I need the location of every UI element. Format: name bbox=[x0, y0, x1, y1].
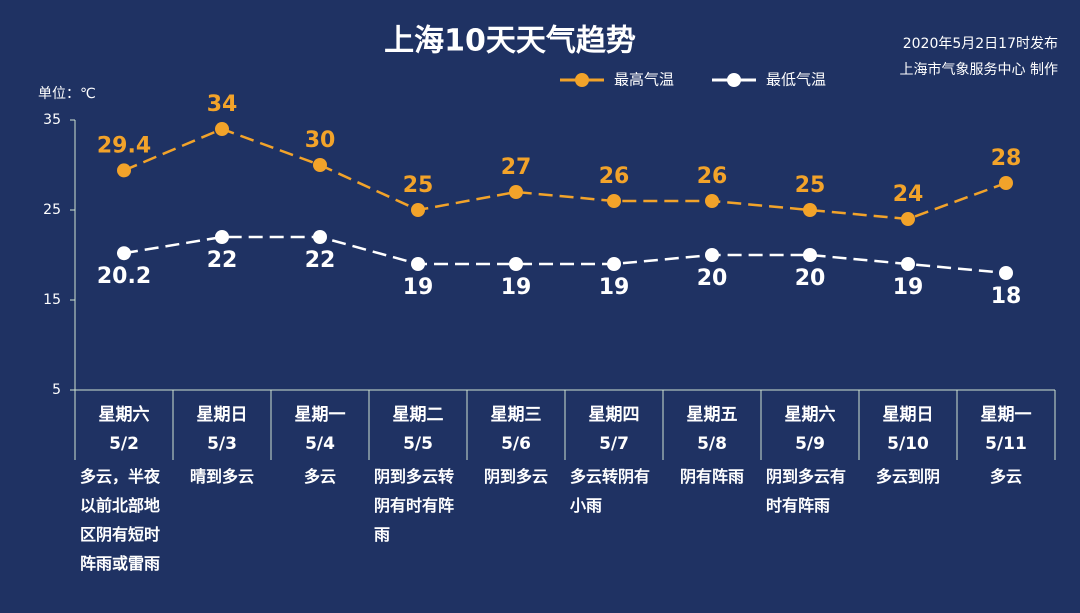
point bbox=[117, 163, 131, 178]
point bbox=[313, 158, 327, 172]
data-label: 34 bbox=[207, 92, 238, 117]
weekday-label: 星期一 bbox=[295, 405, 346, 425]
publish-time: 2020年5月2日17时发布 bbox=[903, 36, 1058, 52]
weather-text: 多云 bbox=[303, 467, 336, 486]
data-label: 27 bbox=[501, 155, 532, 180]
legend-label: 最低气温 bbox=[766, 71, 826, 89]
data-label: 26 bbox=[697, 164, 728, 189]
point bbox=[313, 230, 327, 244]
weather-text: 多云，半夜以前北部地区阴有短时阵雨或雷雨 bbox=[80, 467, 161, 573]
point bbox=[117, 246, 131, 261]
weather-text: 多云转阴有小雨 bbox=[570, 467, 651, 515]
weekday-label: 星期一 bbox=[981, 405, 1032, 425]
x-tick-label: 5/5 bbox=[403, 434, 433, 454]
point bbox=[411, 257, 425, 271]
x-tick-label: 5/3 bbox=[207, 434, 237, 454]
data-label: 20.2 bbox=[97, 264, 151, 289]
data-label: 20 bbox=[697, 266, 728, 291]
series-line bbox=[123, 127, 1007, 221]
point bbox=[803, 203, 817, 217]
y-tick-label: 25 bbox=[43, 202, 61, 218]
weekday-label: 星期六 bbox=[785, 404, 836, 425]
weather-text: 阴有阵雨 bbox=[679, 467, 744, 486]
weather-text: 阴到多云 bbox=[483, 467, 548, 486]
y-tick-label: 5 bbox=[52, 382, 61, 398]
chart-title: 上海10天天气趋势 bbox=[384, 24, 636, 59]
x-tick-label: 5/8 bbox=[697, 434, 727, 454]
point bbox=[607, 257, 621, 271]
legend-label: 最高气温 bbox=[614, 71, 674, 89]
data-label: 24 bbox=[893, 182, 924, 207]
weekday-label: 星期日 bbox=[197, 405, 248, 425]
publisher: 上海市气象服务中心 制作 bbox=[900, 61, 1058, 78]
legend-marker bbox=[575, 73, 589, 87]
point bbox=[705, 194, 719, 208]
weekday-label: 星期三 bbox=[491, 405, 542, 425]
x-tick-label: 5/4 bbox=[305, 434, 335, 454]
data-label: 19 bbox=[599, 275, 630, 300]
weather-text: 多云到阴 bbox=[875, 467, 940, 486]
point bbox=[705, 248, 719, 262]
point bbox=[901, 257, 915, 271]
data-label: 28 bbox=[991, 146, 1022, 171]
unit-label: 单位：℃ bbox=[38, 86, 96, 102]
y-tick-label: 15 bbox=[43, 292, 61, 308]
point bbox=[509, 185, 523, 199]
data-label: 19 bbox=[403, 275, 434, 300]
series-line bbox=[123, 235, 1007, 275]
weather-text: 晴到多云 bbox=[189, 467, 254, 486]
weather-text: 多云 bbox=[989, 467, 1022, 486]
x-tick-label: 5/2 bbox=[109, 434, 139, 454]
data-label: 25 bbox=[403, 173, 434, 198]
legend-marker bbox=[727, 73, 741, 87]
y-tick-label: 35 bbox=[43, 112, 61, 128]
x-tick-label: 5/7 bbox=[599, 434, 629, 454]
point bbox=[607, 194, 621, 208]
point bbox=[215, 122, 229, 136]
data-label: 29.4 bbox=[97, 133, 151, 158]
point bbox=[999, 176, 1013, 190]
x-tick-label: 5/6 bbox=[501, 434, 531, 454]
weekday-label: 星期四 bbox=[589, 405, 640, 425]
point bbox=[411, 203, 425, 217]
x-tick-label: 5/9 bbox=[795, 434, 825, 454]
point bbox=[901, 212, 915, 226]
weekday-label: 星期二 bbox=[393, 405, 444, 425]
data-label: 26 bbox=[599, 164, 630, 189]
data-label: 18 bbox=[991, 284, 1022, 309]
weather-text: 阴到多云有时有阵雨 bbox=[766, 467, 847, 515]
weather-text: 阴到多云转阴有时有阵雨 bbox=[374, 467, 455, 544]
point bbox=[215, 230, 229, 244]
data-label: 30 bbox=[305, 128, 336, 153]
weekday-label: 星期五 bbox=[687, 405, 738, 425]
point bbox=[509, 257, 523, 271]
data-label: 20 bbox=[795, 266, 826, 291]
data-label: 22 bbox=[207, 248, 238, 273]
data-label: 25 bbox=[795, 173, 826, 198]
point bbox=[999, 266, 1013, 280]
data-label: 19 bbox=[893, 275, 924, 300]
x-tick-label: 5/11 bbox=[985, 434, 1027, 454]
weekday-label: 星期日 bbox=[883, 405, 934, 425]
weekday-label: 星期六 bbox=[99, 404, 150, 425]
data-label: 19 bbox=[501, 275, 532, 300]
x-tick-label: 5/10 bbox=[887, 434, 929, 454]
data-label: 22 bbox=[305, 248, 336, 273]
point bbox=[803, 248, 817, 262]
